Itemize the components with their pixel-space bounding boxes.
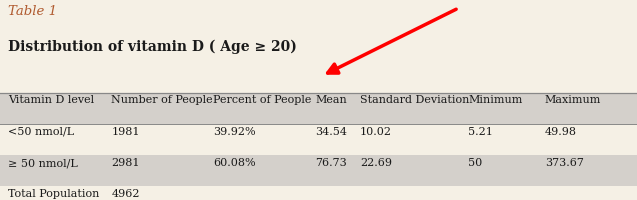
Text: 39.92%: 39.92%	[213, 127, 256, 137]
Text: Minimum: Minimum	[468, 95, 522, 105]
Text: 5.21: 5.21	[468, 127, 493, 137]
Text: 22.69: 22.69	[360, 158, 392, 168]
Text: Standard Deviation: Standard Deviation	[360, 95, 469, 105]
Text: ≥ 50 nmol/L: ≥ 50 nmol/L	[8, 158, 77, 168]
Text: 49.98: 49.98	[545, 127, 576, 137]
Text: 34.54: 34.54	[315, 127, 347, 137]
Text: Number of People: Number of People	[111, 95, 213, 105]
Text: 50: 50	[468, 158, 482, 168]
Text: 4962: 4962	[111, 189, 140, 199]
Text: Percent of People: Percent of People	[213, 95, 311, 105]
Text: <50 nmol/L: <50 nmol/L	[8, 127, 74, 137]
Bar	[0, 155, 637, 186]
Text: Total Population: Total Population	[8, 189, 99, 199]
Text: 10.02: 10.02	[360, 127, 392, 137]
Text: Table 1: Table 1	[8, 5, 57, 18]
Bar	[0, 93, 637, 124]
Text: Vitamin D level: Vitamin D level	[8, 95, 94, 105]
Text: 373.67: 373.67	[545, 158, 583, 168]
Text: 60.08%: 60.08%	[213, 158, 256, 168]
Text: Distribution of vitamin D ( Age ≥ 20): Distribution of vitamin D ( Age ≥ 20)	[8, 40, 296, 54]
Text: 76.73: 76.73	[315, 158, 347, 168]
Text: 2981: 2981	[111, 158, 140, 168]
Text: Mean: Mean	[315, 95, 347, 105]
Text: 1981: 1981	[111, 127, 140, 137]
Text: Maximum: Maximum	[545, 95, 601, 105]
